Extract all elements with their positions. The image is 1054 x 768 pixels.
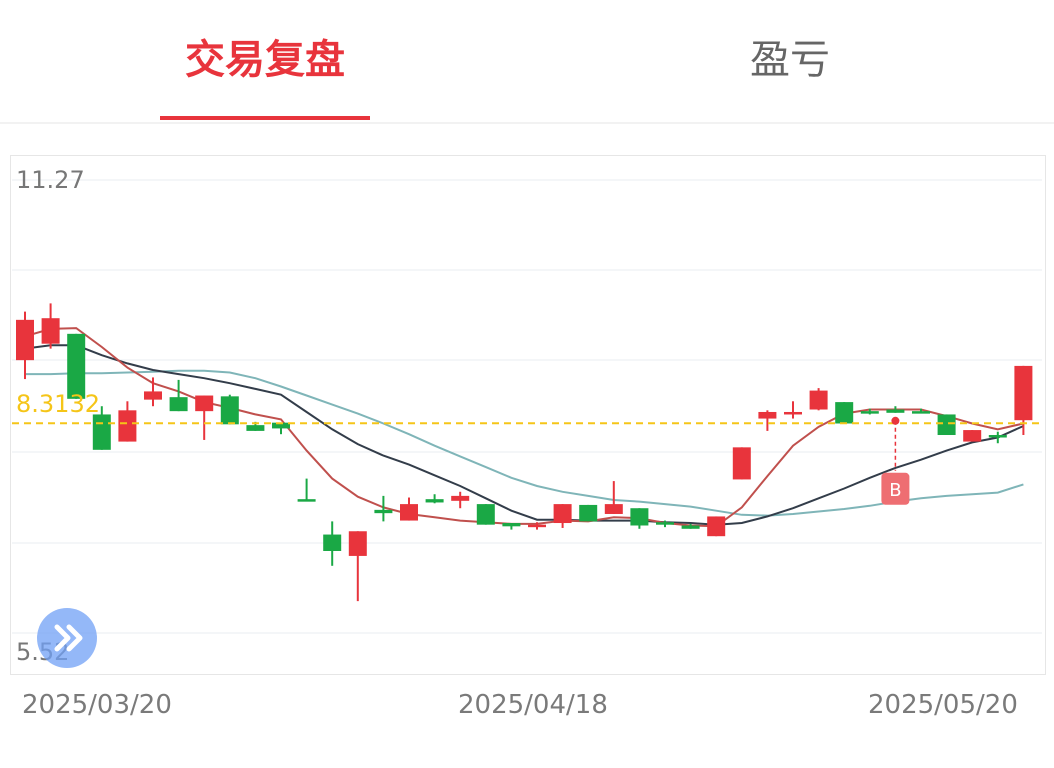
candle-body [118,410,137,442]
candle-body [656,522,674,525]
candle-body [144,391,162,400]
double-chevron-right-icon [54,624,83,652]
scroll-forward-button[interactable] [37,608,97,668]
candle-body [912,411,930,414]
x-axis-label-end: 2025/05/20 [868,690,1018,720]
tab-bar: 交易复盘 盈亏 [0,0,1054,124]
candle-body [835,402,854,424]
candle-body [707,516,726,537]
ma-mid-line [24,344,1024,526]
trade-marker-label: B [889,480,901,501]
chart-frame[interactable] [10,155,1046,675]
candle-body [425,499,444,503]
candle-body [246,425,265,431]
tab-trade-review[interactable]: 交易复盘 [185,37,345,83]
candle-body [579,504,598,522]
candle-body [553,504,572,524]
candle-body [323,534,342,551]
ma-short-line [24,327,1024,528]
candle-body [528,524,546,528]
trade-marker-badge [881,472,910,505]
candle-body [374,509,393,514]
candle-body [886,409,905,413]
candle-body [169,397,188,412]
price-max-label: 11.27 [16,166,85,194]
candle-body [348,531,367,556]
candle-body [604,504,623,514]
candle-body [451,495,470,501]
active-tab-indicator [160,116,370,120]
tab-profit-loss[interactable]: 盈亏 [750,37,830,83]
candle-body [67,333,86,399]
candle-body [809,390,828,410]
candle-body [195,395,214,412]
candle-body [963,430,982,442]
candle-body [502,523,521,527]
current-price-label: 8.3132 [16,390,100,418]
candle-body [937,414,956,436]
candle-body [92,414,111,450]
candle-body [758,411,777,419]
candle-body [16,319,34,361]
x-axis-label-mid: 2025/04/18 [458,690,608,720]
candle-body [476,504,495,525]
candle-body [297,499,316,502]
candle-body [732,447,751,480]
candle-body [681,525,700,529]
candle-body [630,508,649,526]
candle-body [860,411,879,414]
x-axis-label-start: 2025/03/20 [22,690,172,720]
candle-body [1014,365,1033,421]
candle-body [272,422,290,429]
candle-body [220,396,239,425]
ma-long-line [25,369,1024,517]
candle-body [784,411,802,415]
candle-body [988,435,1007,438]
candle-body [400,504,418,521]
candle-body [41,318,60,344]
